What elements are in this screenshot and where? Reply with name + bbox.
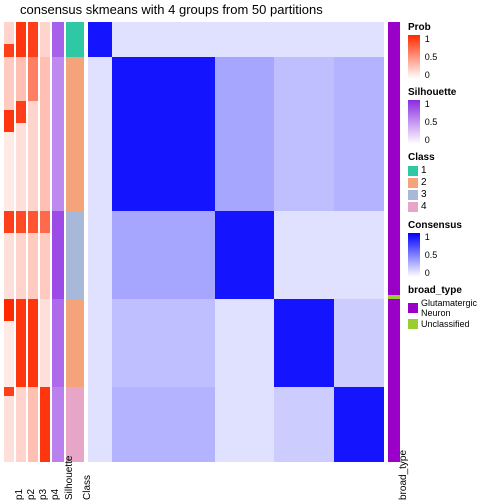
class-swatch-icon: [408, 166, 418, 176]
anno-col-p3: [28, 22, 38, 462]
class-swatch-label: 1: [421, 165, 427, 176]
class-swatch-row: 1: [408, 165, 502, 176]
prob-tick: 0: [425, 71, 430, 80]
anno-col-p4: [40, 22, 50, 462]
xlabel-p3: p3: [38, 489, 49, 500]
legend-prob-title: Prob: [408, 22, 502, 33]
legend-bt-title: broad_type: [408, 285, 502, 296]
sil-gradient: [408, 100, 420, 144]
prob-tick: 1: [425, 35, 430, 44]
plot-title: consensus skmeans with 4 groups from 50 …: [20, 2, 323, 17]
anno-col-broad-type: [388, 22, 400, 462]
legend-silhouette: Silhouette 1 0.5 0: [408, 87, 502, 144]
x-axis-labels: p1 p2 p3 p4 Silhouette Class broad_type: [4, 464, 400, 504]
xlabel-p1: p1: [14, 489, 25, 500]
anno-col-p2: [16, 22, 26, 462]
xlabel-p4: p4: [50, 489, 61, 500]
class-swatch-row: 3: [408, 189, 502, 200]
plot-area: [4, 22, 400, 462]
sil-tick: 0.5: [425, 118, 438, 127]
xlabel-broad-type: broad_type: [398, 450, 409, 500]
sil-tick: 0: [425, 136, 430, 145]
bt-swatch-row: Glutamatergic Neuron: [408, 298, 502, 318]
legend-consensus-title: Consensus: [408, 220, 502, 231]
class-swatch-icon: [408, 202, 418, 212]
class-swatch-row: 2: [408, 177, 502, 188]
bt-swatch-icon: [408, 303, 418, 313]
class-swatch-row: 4: [408, 201, 502, 212]
legend-area: Prob 1 0.5 0 Silhouette 1 0.5 0 Class 12…: [408, 22, 502, 337]
bt-swatch-row: Unclassified: [408, 319, 502, 329]
cons-tick: 1: [425, 233, 430, 242]
xlabel-silhouette: Silhouette: [64, 456, 75, 500]
legend-class: Class 1234: [408, 152, 502, 212]
cons-tick: 0.5: [425, 251, 438, 260]
sil-tick: 1: [425, 100, 430, 109]
prob-tick: 0.5: [425, 53, 438, 62]
legend-consensus: Consensus 1 0.5 0: [408, 220, 502, 277]
anno-col-silhouette: [52, 22, 64, 462]
legend-prob: Prob 1 0.5 0: [408, 22, 502, 79]
legend-broad-type: broad_type Glutamatergic NeuronUnclassif…: [408, 285, 502, 329]
anno-col-p1: [4, 22, 14, 462]
cons-tick: 0: [425, 269, 430, 278]
bt-swatch-label: Glutamatergic Neuron: [421, 298, 502, 318]
bt-swatch-label: Unclassified: [421, 319, 470, 329]
class-swatch-label: 2: [421, 177, 427, 188]
class-swatch-label: 4: [421, 201, 427, 212]
class-swatch-label: 3: [421, 189, 427, 200]
xlabel-p2: p2: [26, 489, 37, 500]
anno-col-class: [66, 22, 84, 462]
class-swatch-icon: [408, 190, 418, 200]
prob-gradient: [408, 35, 420, 79]
consensus-gradient: [408, 233, 420, 277]
bt-swatch-icon: [408, 319, 418, 329]
class-swatch-icon: [408, 178, 418, 188]
legend-class-title: Class: [408, 152, 502, 163]
xlabel-class: Class: [82, 475, 93, 500]
legend-sil-title: Silhouette: [408, 87, 502, 98]
consensus-heatmap: [88, 22, 384, 462]
